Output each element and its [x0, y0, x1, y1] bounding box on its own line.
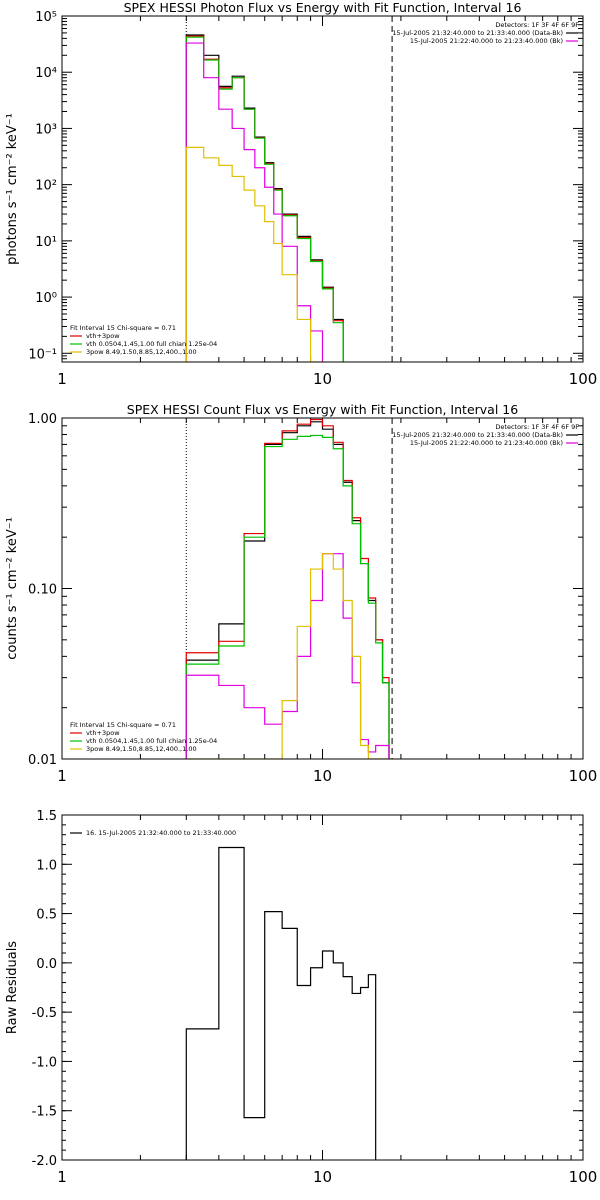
chart-title: SPEX HESSI Count Flux vs Energy with Fit…	[127, 402, 518, 417]
legend-entry-label: 15-Jul-2005 21:32:40.000 to 21:33:40.000…	[392, 29, 563, 37]
y-tick-label: -1.5	[32, 1105, 57, 1120]
series-line-1	[185, 34, 344, 362]
legend-entry-label: 15-Jul-2005 21:22:40.000 to 21:23:40.000…	[410, 37, 563, 45]
y-tick-label: 10⁴	[35, 66, 57, 81]
y-tick-label: 1.5	[36, 809, 57, 824]
series-line-3	[185, 36, 344, 362]
legend-detectors-text: Detectors: 1F 3F 4F 6F 9F	[495, 423, 579, 431]
series-line-4	[185, 42, 324, 362]
legend-entry-label: 15-Jul-2005 21:22:40.000 to 21:23:40.000…	[410, 439, 563, 447]
y-tick-label: 0.0	[36, 957, 57, 972]
y-tick-label: 10⁻¹	[28, 347, 57, 362]
x-tick-label: 100	[569, 1168, 598, 1186]
x-tick-label: 10	[313, 767, 332, 785]
series-line-2	[185, 418, 390, 759]
y-tick-label: -0.5	[32, 1006, 57, 1021]
legend-entry-label: vth+3pow	[86, 729, 120, 737]
series-line-2	[185, 35, 344, 362]
plot-frame	[61, 814, 584, 1161]
x-tick-label: 100	[569, 767, 598, 785]
y-tick-label: 10³	[35, 122, 57, 137]
series-line-1	[185, 846, 377, 1160]
x-tick-label: 10	[313, 370, 332, 388]
legend-detectors-text: Detectors: 1F 3F 4F 6F 9F	[495, 21, 579, 29]
legend-entry-label: vth 0.0504,1.45,1.00 full chian 1.25e-04	[86, 737, 217, 745]
series-line-1	[185, 421, 390, 759]
legend-entry-label: 3pow 8.49,1.50,8.85,12,400.,1.00	[86, 348, 197, 356]
x-tick-label: 10	[313, 1168, 332, 1186]
plot-frame	[61, 417, 584, 760]
legend-entry-label: vth+3pow	[86, 332, 120, 340]
chart-panel-1: SPEX HESSI Photon Flux vs Energy with Fi…	[5, 0, 597, 388]
series-line-5	[186, 553, 389, 759]
y-axis-label: counts s⁻¹ cm⁻² keV⁻¹	[5, 517, 20, 660]
y-axis-label: Raw Residuals	[5, 941, 20, 1034]
x-tick-label: 1	[57, 767, 67, 785]
legend-entry-label: 15-Jul-2005 21:32:40.000 to 21:33:40.000…	[392, 431, 563, 439]
legend-entry-label: 3pow 8.49,1.50,8.85,12,400.,1.00	[86, 745, 197, 753]
chart-panel-2: SPEX HESSI Count Flux vs Energy with Fit…	[5, 402, 597, 785]
legend-entry-label: vth 0.0504,1.45,1.00 full chian 1.25e-04	[86, 340, 217, 348]
series-line-4	[185, 553, 390, 759]
y-tick-label: 0.01	[28, 753, 57, 768]
y-tick-label: 0.5	[36, 908, 57, 923]
y-tick-label: 10⁵	[35, 10, 57, 25]
y-axis-label: photons s⁻¹ cm⁻² keV⁻¹	[5, 113, 20, 265]
series-line-5	[185, 146, 323, 362]
x-tick-label: 1	[57, 370, 67, 388]
y-tick-label: 1.00	[28, 412, 57, 427]
legend-entry-label: 16. 15-Jul-2005 21:32:40.000 to 21:33:40…	[86, 829, 236, 837]
y-tick-label: 0.10	[28, 583, 57, 598]
chart-title: SPEX HESSI Photon Flux vs Energy with Fi…	[124, 0, 522, 15]
y-tick-label: 1.0	[36, 858, 57, 873]
chart-panel-3: Raw Residuals 1 10 100 -2.0 -1.5 -1.0 -0.5 0.0 0.…	[5, 809, 597, 1186]
plot-frame	[61, 15, 584, 363]
y-tick-label: -2.0	[32, 1154, 57, 1169]
y-tick-label: 10⁰	[35, 291, 57, 306]
y-tick-label: 10²	[35, 179, 57, 194]
legend-fit-header: Fit Interval 15 Chi-square = 0.71	[70, 324, 176, 332]
x-tick-label: 100	[569, 370, 598, 388]
legend-fit-header: Fit Interval 15 Chi-square = 0.71	[70, 721, 176, 729]
y-tick-label: -1.0	[32, 1055, 57, 1070]
series-line-3	[185, 434, 390, 759]
y-tick-label: 10¹	[35, 235, 57, 250]
x-tick-label: 1	[57, 1168, 67, 1186]
